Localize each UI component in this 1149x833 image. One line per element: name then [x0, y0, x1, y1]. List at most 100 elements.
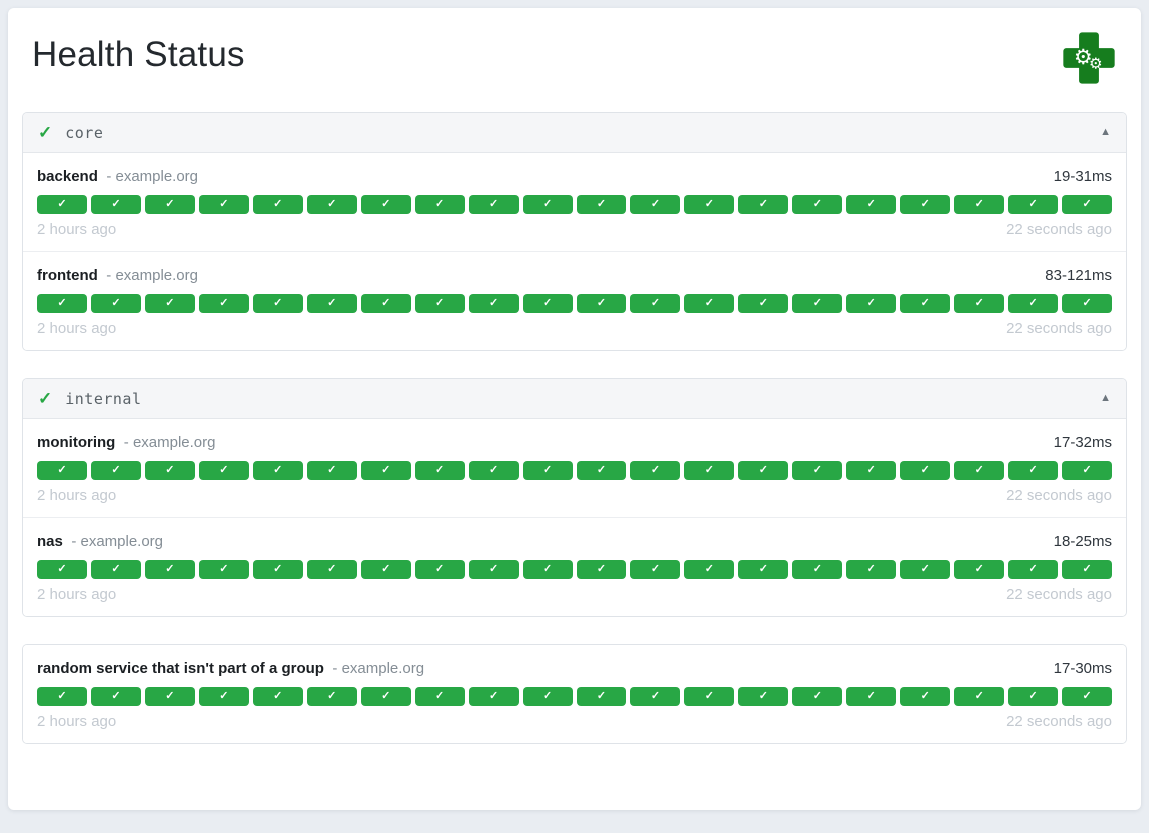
health-check-badge[interactable]: ✓: [954, 560, 1005, 579]
health-check-badge[interactable]: ✓: [630, 294, 681, 313]
health-check-badge[interactable]: ✓: [90, 294, 141, 313]
health-check-badge[interactable]: ✓: [90, 560, 141, 579]
health-check-badge[interactable]: ✓: [414, 687, 465, 706]
health-check-badge[interactable]: ✓: [576, 687, 627, 706]
health-check-badge[interactable]: ✓: [252, 294, 303, 313]
health-check-badge[interactable]: ✓: [1062, 461, 1113, 480]
group-header[interactable]: ✓ internal ▲: [23, 379, 1126, 419]
collapse-arrow-icon[interactable]: ▲: [1100, 392, 1111, 404]
health-check-badge[interactable]: ✓: [198, 195, 249, 214]
health-check-badge[interactable]: ✓: [846, 195, 897, 214]
health-check-badge[interactable]: ✓: [576, 461, 627, 480]
health-check-badge[interactable]: ✓: [846, 560, 897, 579]
health-check-badge[interactable]: ✓: [144, 687, 195, 706]
health-check-badge[interactable]: ✓: [576, 560, 627, 579]
health-check-badge[interactable]: ✓: [1008, 687, 1059, 706]
health-check-badge[interactable]: ✓: [37, 461, 87, 480]
health-check-badge[interactable]: ✓: [576, 195, 627, 214]
health-check-badge[interactable]: ✓: [360, 461, 411, 480]
health-check-badge[interactable]: ✓: [144, 294, 195, 313]
health-check-badge[interactable]: ✓: [360, 687, 411, 706]
health-check-badge[interactable]: ✓: [198, 560, 249, 579]
health-check-badge[interactable]: ✓: [198, 687, 249, 706]
health-check-badge[interactable]: ✓: [306, 687, 357, 706]
health-check-badge[interactable]: ✓: [954, 195, 1005, 214]
health-check-badge[interactable]: ✓: [414, 461, 465, 480]
health-check-badge[interactable]: ✓: [846, 687, 897, 706]
health-check-badge[interactable]: ✓: [684, 461, 735, 480]
health-check-badge[interactable]: ✓: [37, 294, 87, 313]
health-check-badge[interactable]: ✓: [522, 687, 573, 706]
health-check-badge[interactable]: ✓: [900, 461, 951, 480]
health-check-badge[interactable]: ✓: [684, 687, 735, 706]
health-check-badge[interactable]: ✓: [522, 560, 573, 579]
health-check-badge[interactable]: ✓: [468, 560, 519, 579]
health-check-badge[interactable]: ✓: [738, 461, 789, 480]
health-check-badge[interactable]: ✓: [306, 195, 357, 214]
health-check-badge[interactable]: ✓: [630, 560, 681, 579]
health-check-badge[interactable]: ✓: [1008, 461, 1059, 480]
health-check-badge[interactable]: ✓: [144, 560, 195, 579]
health-check-badge[interactable]: ✓: [1008, 560, 1059, 579]
health-check-badge[interactable]: ✓: [954, 461, 1005, 480]
health-check-badge[interactable]: ✓: [37, 560, 87, 579]
health-check-badge[interactable]: ✓: [1008, 294, 1059, 313]
health-check-badge[interactable]: ✓: [1008, 195, 1059, 214]
health-check-badge[interactable]: ✓: [37, 195, 87, 214]
health-check-badge[interactable]: ✓: [468, 461, 519, 480]
health-check-badge[interactable]: ✓: [252, 461, 303, 480]
health-check-badge[interactable]: ✓: [252, 195, 303, 214]
health-check-badge[interactable]: ✓: [522, 294, 573, 313]
health-check-badge[interactable]: ✓: [954, 294, 1005, 313]
health-check-badge[interactable]: ✓: [684, 294, 735, 313]
health-check-badge[interactable]: ✓: [468, 195, 519, 214]
health-check-badge[interactable]: ✓: [792, 687, 843, 706]
health-check-badge[interactable]: ✓: [198, 294, 249, 313]
health-check-badge[interactable]: ✓: [738, 687, 789, 706]
health-check-badge[interactable]: ✓: [252, 560, 303, 579]
health-check-badge[interactable]: ✓: [522, 461, 573, 480]
health-check-badge[interactable]: ✓: [630, 195, 681, 214]
health-check-badge[interactable]: ✓: [90, 461, 141, 480]
health-check-badge[interactable]: ✓: [90, 687, 141, 706]
health-check-badge[interactable]: ✓: [738, 195, 789, 214]
health-check-badge[interactable]: ✓: [360, 195, 411, 214]
health-check-badge[interactable]: ✓: [1062, 560, 1113, 579]
health-check-badge[interactable]: ✓: [738, 560, 789, 579]
health-check-badge[interactable]: ✓: [684, 560, 735, 579]
health-check-badge[interactable]: ✓: [144, 461, 195, 480]
health-check-badge[interactable]: ✓: [1062, 195, 1113, 214]
health-check-badge[interactable]: ✓: [414, 560, 465, 579]
health-check-badge[interactable]: ✓: [1062, 687, 1113, 706]
health-check-badge[interactable]: ✓: [900, 560, 951, 579]
health-check-badge[interactable]: ✓: [792, 294, 843, 313]
health-check-badge[interactable]: ✓: [954, 687, 1005, 706]
health-check-badge[interactable]: ✓: [738, 294, 789, 313]
health-check-badge[interactable]: ✓: [900, 294, 951, 313]
health-check-badge[interactable]: ✓: [198, 461, 249, 480]
health-check-badge[interactable]: ✓: [900, 195, 951, 214]
health-check-badge[interactable]: ✓: [1062, 294, 1113, 313]
health-check-badge[interactable]: ✓: [630, 461, 681, 480]
group-header[interactable]: ✓ core ▲: [23, 113, 1126, 153]
health-check-badge[interactable]: ✓: [360, 294, 411, 313]
health-check-badge[interactable]: ✓: [306, 560, 357, 579]
health-check-badge[interactable]: ✓: [522, 195, 573, 214]
health-check-badge[interactable]: ✓: [306, 461, 357, 480]
health-check-badge[interactable]: ✓: [252, 687, 303, 706]
health-check-badge[interactable]: ✓: [630, 687, 681, 706]
health-check-badge[interactable]: ✓: [414, 195, 465, 214]
collapse-arrow-icon[interactable]: ▲: [1100, 126, 1111, 138]
health-check-badge[interactable]: ✓: [846, 294, 897, 313]
health-check-badge[interactable]: ✓: [900, 687, 951, 706]
health-check-badge[interactable]: ✓: [846, 461, 897, 480]
health-check-badge[interactable]: ✓: [144, 195, 195, 214]
health-check-badge[interactable]: ✓: [306, 294, 357, 313]
health-check-badge[interactable]: ✓: [792, 461, 843, 480]
health-check-badge[interactable]: ✓: [414, 294, 465, 313]
health-check-badge[interactable]: ✓: [576, 294, 627, 313]
health-check-badge[interactable]: ✓: [684, 195, 735, 214]
health-check-badge[interactable]: ✓: [468, 294, 519, 313]
health-check-badge[interactable]: ✓: [360, 560, 411, 579]
health-check-badge[interactable]: ✓: [792, 560, 843, 579]
